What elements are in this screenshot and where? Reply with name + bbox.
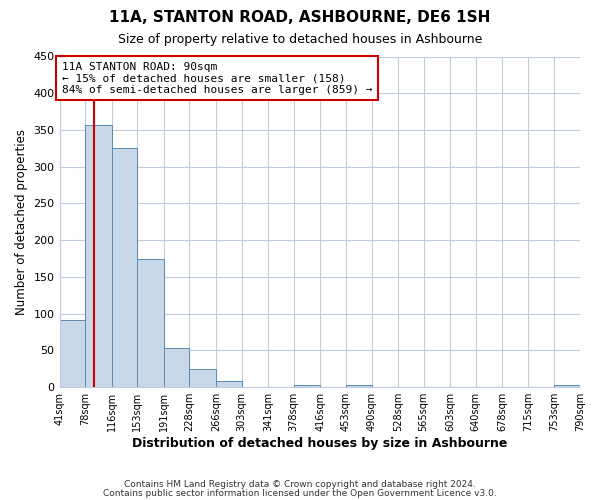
Bar <box>346 385 371 387</box>
Text: 11A, STANTON ROAD, ASHBOURNE, DE6 1SH: 11A, STANTON ROAD, ASHBOURNE, DE6 1SH <box>109 10 491 25</box>
Bar <box>85 125 112 387</box>
Text: Contains public sector information licensed under the Open Government Licence v3: Contains public sector information licen… <box>103 488 497 498</box>
Bar <box>216 382 242 387</box>
Text: 11A STANTON ROAD: 90sqm
← 15% of detached houses are smaller (158)
84% of semi-d: 11A STANTON ROAD: 90sqm ← 15% of detache… <box>62 62 372 95</box>
Bar <box>294 385 320 387</box>
Bar <box>137 258 164 387</box>
Bar <box>190 369 216 387</box>
Bar <box>554 385 580 387</box>
Text: Size of property relative to detached houses in Ashbourne: Size of property relative to detached ho… <box>118 32 482 46</box>
Bar <box>59 320 85 387</box>
X-axis label: Distribution of detached houses by size in Ashbourne: Distribution of detached houses by size … <box>132 437 508 450</box>
Y-axis label: Number of detached properties: Number of detached properties <box>15 129 28 315</box>
Bar <box>164 348 190 387</box>
Text: Contains HM Land Registry data © Crown copyright and database right 2024.: Contains HM Land Registry data © Crown c… <box>124 480 476 489</box>
Bar <box>112 148 137 387</box>
